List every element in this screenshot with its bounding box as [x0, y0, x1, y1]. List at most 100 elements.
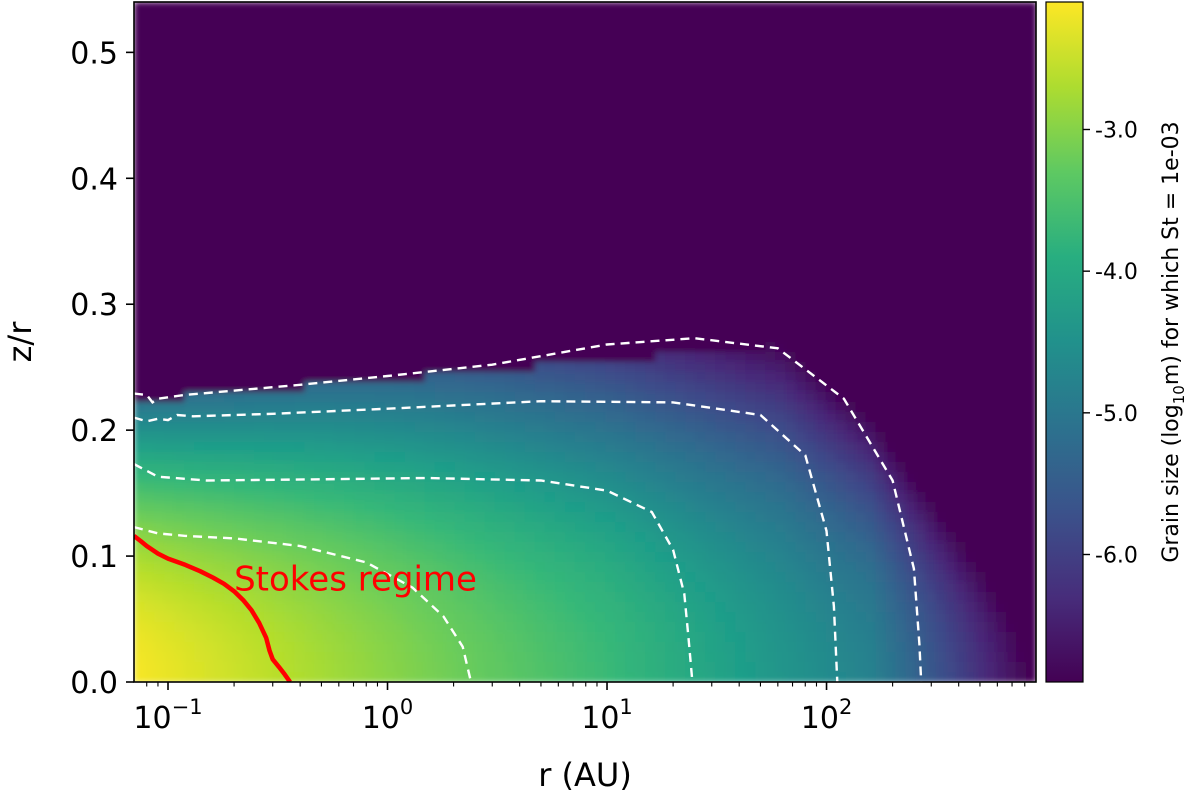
heatmap-cell	[855, 662, 867, 673]
heatmap-cell	[755, 402, 766, 413]
heatmap-cell	[765, 212, 777, 223]
heatmap-cell	[364, 382, 376, 393]
heatmap-cell	[404, 392, 416, 403]
heatmap-cell	[224, 242, 235, 253]
heatmap-cell	[765, 502, 777, 513]
heatmap-cell	[264, 462, 275, 473]
heatmap-cell	[564, 22, 576, 33]
heatmap-cell	[715, 42, 726, 53]
heatmap-cell	[414, 642, 426, 653]
heatmap-cell	[364, 442, 376, 453]
heatmap-cell	[735, 492, 746, 503]
heatmap-cell	[194, 662, 205, 673]
heatmap-cell	[434, 372, 446, 383]
heatmap-cell	[304, 662, 315, 673]
heatmap-cell	[344, 312, 356, 323]
heatmap-cell	[164, 72, 175, 83]
heatmap-cell	[705, 132, 716, 143]
heatmap-cell	[474, 242, 486, 253]
heatmap-cell	[404, 122, 416, 133]
heatmap-cell	[605, 362, 616, 373]
heatmap-cell	[865, 242, 877, 253]
heatmap-cell	[755, 192, 766, 203]
heatmap-cell	[384, 622, 396, 633]
heatmap-cell	[514, 352, 526, 363]
heatmap-cell	[134, 282, 145, 293]
heatmap-cell	[234, 252, 245, 263]
heatmap-cell	[424, 582, 436, 593]
heatmap-cell	[524, 162, 536, 173]
heatmap-cell	[174, 522, 185, 533]
heatmap-cell	[374, 222, 386, 233]
heatmap-cell	[574, 272, 586, 283]
heatmap-cell	[234, 662, 245, 673]
heatmap-cell	[374, 592, 386, 603]
heatmap-cell	[384, 72, 396, 83]
heatmap-cell	[785, 162, 797, 173]
heatmap-cell	[394, 592, 406, 603]
heatmap-cell	[474, 602, 486, 613]
heatmap-cell	[745, 462, 756, 473]
heatmap-cell	[745, 32, 756, 43]
heatmap-cell	[214, 532, 225, 543]
heatmap-cell	[615, 392, 626, 403]
heatmap-cell	[805, 642, 817, 653]
heatmap-cell	[504, 32, 516, 43]
heatmap-cell	[755, 602, 766, 613]
heatmap-cell	[414, 542, 426, 553]
heatmap-cell	[414, 572, 426, 583]
heatmap-cell	[354, 532, 366, 543]
heatmap-cell	[815, 352, 827, 363]
heatmap-cell	[164, 352, 175, 363]
heatmap-cell	[354, 442, 366, 453]
heatmap-cell	[494, 232, 506, 243]
heatmap-cell	[675, 422, 686, 433]
heatmap-cell	[755, 362, 766, 373]
heatmap-cell	[815, 182, 827, 193]
heatmap-cell	[645, 242, 656, 253]
heatmap-cell	[645, 2, 656, 13]
heatmap-cell	[534, 612, 546, 623]
heatmap-cell	[484, 112, 496, 123]
heatmap-cell	[334, 222, 346, 233]
heatmap-cell	[174, 262, 185, 273]
heatmap-cell	[765, 72, 777, 83]
heatmap-cell	[675, 412, 686, 423]
heatmap-cell	[655, 172, 666, 183]
heatmap-cell	[585, 122, 596, 133]
heatmap-cell	[244, 612, 255, 623]
heatmap-cell	[735, 522, 746, 533]
heatmap-cell	[244, 302, 255, 313]
heatmap-cell	[174, 342, 185, 353]
heatmap-cell	[134, 152, 145, 163]
heatmap-cell	[534, 112, 546, 123]
heatmap-cell	[605, 392, 616, 403]
heatmap-cell	[645, 582, 656, 593]
heatmap-cell	[324, 62, 336, 73]
heatmap-cell	[785, 582, 797, 593]
heatmap-cell	[154, 672, 165, 682]
heatmap-cell	[524, 92, 536, 103]
heatmap-cell	[414, 422, 426, 433]
heatmap-cell	[404, 532, 416, 543]
heatmap-cell	[855, 552, 867, 563]
heatmap-cell	[554, 2, 566, 13]
heatmap-cell	[434, 432, 446, 443]
heatmap-cell	[144, 292, 155, 303]
heatmap-cell	[344, 92, 356, 103]
heatmap-cell	[635, 292, 646, 303]
heatmap-cell	[384, 112, 396, 123]
heatmap-cell	[424, 542, 436, 553]
heatmap-cell	[314, 252, 326, 263]
heatmap-cell	[715, 432, 726, 443]
heatmap-cell	[234, 582, 245, 593]
heatmap-cell	[705, 442, 716, 453]
heatmap-cell	[514, 342, 526, 353]
heatmap-cell	[725, 312, 736, 323]
heatmap-cell	[655, 422, 666, 433]
heatmap-cell	[855, 102, 867, 113]
heatmap-cell	[484, 662, 496, 673]
heatmap-cell	[214, 282, 225, 293]
heatmap-cell	[214, 292, 225, 303]
heatmap-cell	[234, 302, 245, 313]
